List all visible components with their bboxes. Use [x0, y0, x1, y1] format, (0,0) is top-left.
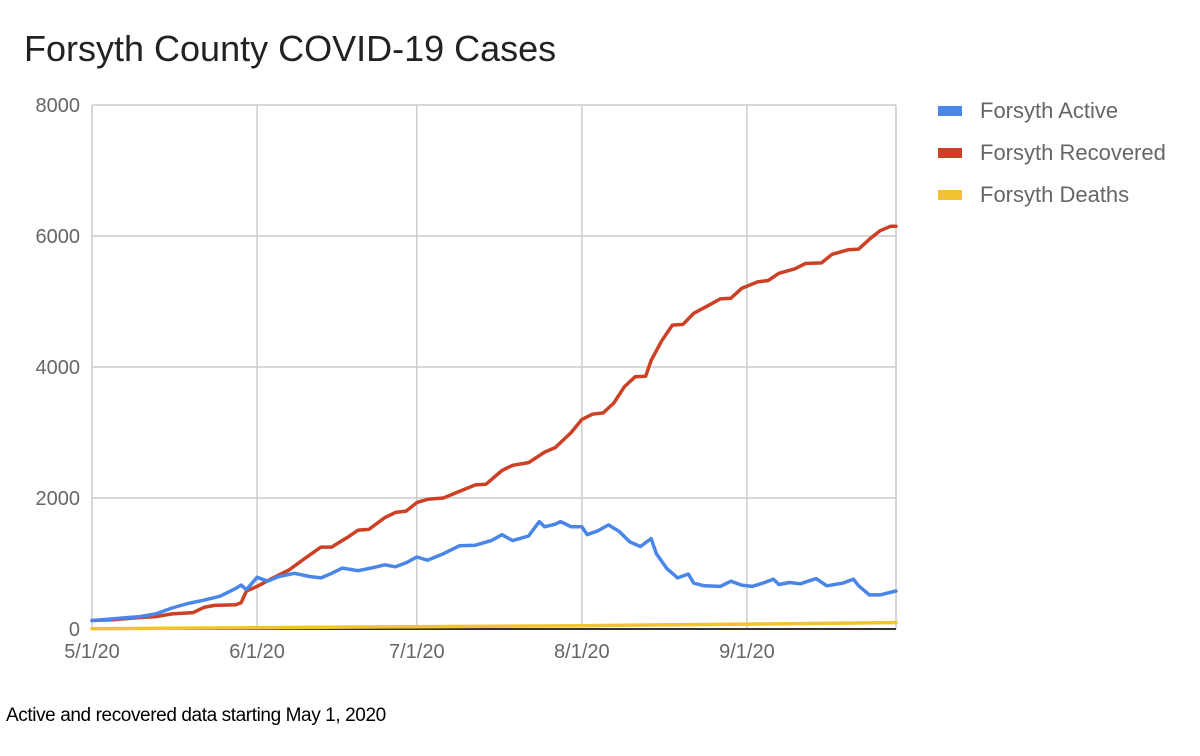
series-line-forsyth-deaths: [90, 620, 898, 631]
line-chart: 0 2000 4000 6000 8000 5/1/20 6/1/20 7/1/20 8/1/2…: [36, 95, 898, 663]
x-tick-label: 5/1/20: [64, 641, 120, 663]
x-tick-label: 6/1/20: [229, 641, 285, 663]
series-lines: [90, 224, 898, 631]
y-tick-label: 2000: [36, 488, 81, 510]
y-tick-label: 6000: [36, 226, 81, 248]
legend-item-recovered: Forsyth Recovered: [938, 132, 1166, 174]
series-line-forsyth-active: [90, 519, 898, 623]
legend-item-deaths: Forsyth Deaths: [938, 174, 1166, 216]
legend-swatch-active: [938, 106, 962, 116]
x-tick-label: 7/1/20: [389, 641, 445, 663]
legend-swatch-recovered: [938, 148, 962, 158]
y-tick-label: 4000: [36, 357, 81, 379]
x-tick-label: 8/1/20: [554, 641, 610, 663]
grid-lines: [91, 104, 897, 630]
axis-labels: 0 2000 4000 6000 8000 5/1/20 6/1/20 7/1/20 8/1/2…: [36, 95, 775, 663]
y-tick-label: 8000: [36, 95, 81, 117]
legend-label-deaths: Forsyth Deaths: [980, 182, 1130, 207]
legend-label-recovered: Forsyth Recovered: [980, 140, 1166, 165]
legend-item-active: Forsyth Active: [938, 90, 1166, 132]
y-tick-label: 0: [69, 619, 80, 641]
x-tick-label: 9/1/20: [719, 641, 775, 663]
series-line-forsyth-recovered: [90, 224, 898, 623]
caption: Active and recovered data starting May 1…: [6, 705, 386, 726]
legend-label-active: Forsyth Active: [980, 98, 1119, 123]
legend-swatch-deaths: [938, 190, 962, 200]
legend: Forsyth Active Forsyth Recovered Forsyth…: [938, 90, 1166, 216]
chart-title: Forsyth County COVID-19 Cases: [24, 28, 557, 69]
